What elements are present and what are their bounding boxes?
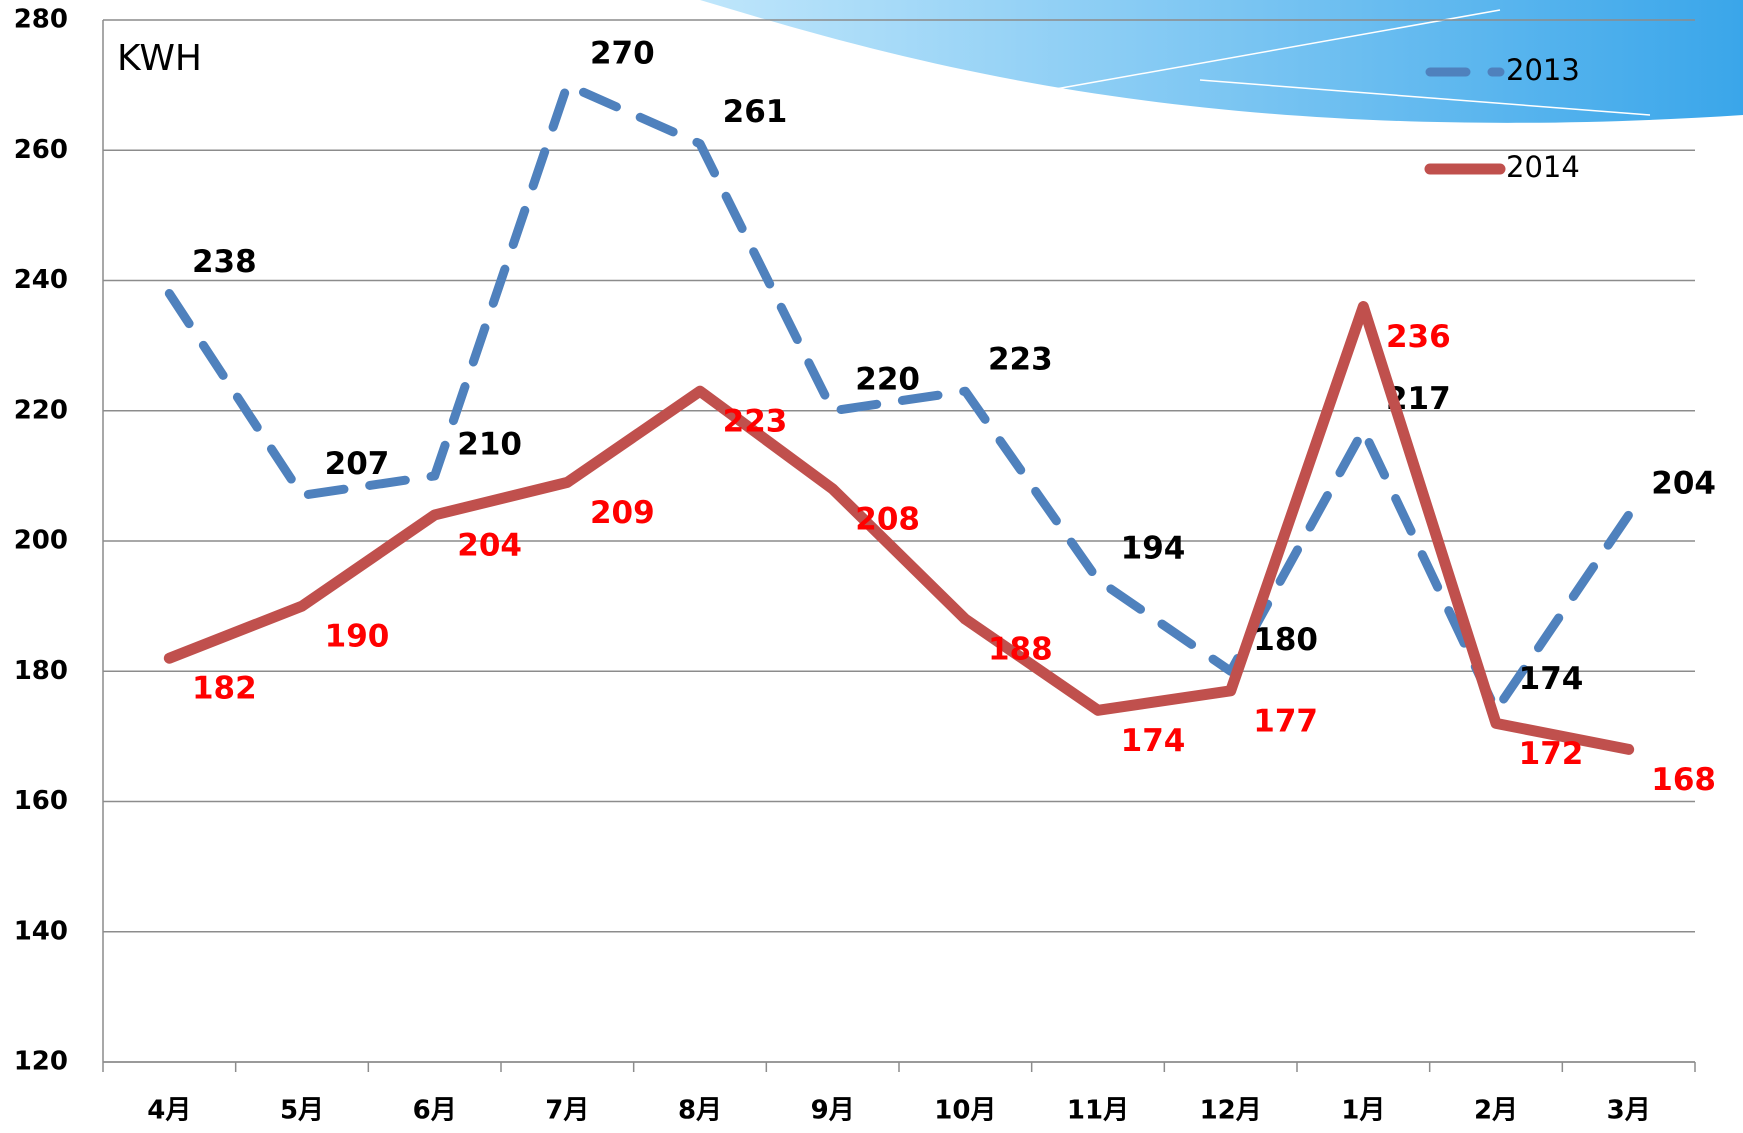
y-tick-label: 180: [14, 656, 68, 686]
y-tick-label: 280: [14, 5, 68, 35]
x-tick-label: 6月: [413, 1096, 457, 1126]
y-tick-label: 140: [14, 916, 68, 946]
y-tick-label: 260: [14, 135, 68, 165]
data-label: 209: [590, 495, 655, 531]
data-label: 208: [855, 501, 920, 537]
y-tick-label: 120: [14, 1047, 68, 1077]
unit-label: KWH: [117, 38, 202, 79]
data-label: 270: [590, 36, 655, 72]
legend-label: 2014: [1506, 150, 1580, 184]
data-label: 238: [192, 244, 257, 280]
data-label: 223: [723, 404, 788, 440]
x-tick-label: 2月: [1474, 1096, 1518, 1126]
x-tick-label: 12月: [1200, 1096, 1262, 1126]
y-tick-label: 240: [14, 265, 68, 295]
decor-wave: [700, 0, 1743, 123]
data-label: 180: [1253, 622, 1318, 658]
x-tick-label: 3月: [1607, 1096, 1651, 1126]
data-label: 188: [988, 632, 1053, 668]
data-label: 190: [325, 619, 390, 655]
data-label: 168: [1651, 762, 1716, 798]
data-label: 177: [1253, 703, 1318, 739]
data-label: 204: [457, 527, 522, 563]
data-label: 223: [988, 342, 1053, 378]
x-tick-label: 4月: [147, 1096, 191, 1126]
data-label: 174: [1121, 723, 1186, 759]
data-label: 236: [1386, 319, 1451, 355]
x-tick-label: 11月: [1067, 1096, 1129, 1126]
x-tick-label: 8月: [678, 1096, 722, 1126]
y-tick-label: 220: [14, 395, 68, 425]
data-label: 174: [1519, 661, 1584, 697]
data-label: 207: [325, 446, 390, 482]
x-tick-label: 9月: [811, 1096, 855, 1126]
x-tick-label: 7月: [545, 1096, 589, 1126]
data-label: 182: [192, 671, 257, 707]
data-label: 172: [1519, 736, 1584, 772]
x-tick-label: 5月: [280, 1096, 324, 1126]
legend-label: 2013: [1506, 53, 1580, 87]
data-label: 261: [723, 94, 788, 130]
y-tick-label: 160: [14, 786, 68, 816]
x-tick-label: 1月: [1341, 1096, 1385, 1126]
data-label: 210: [457, 426, 522, 462]
x-tick-label: 10月: [934, 1096, 996, 1126]
data-label: 220: [855, 361, 920, 397]
y-tick-label: 200: [14, 526, 68, 556]
data-label: 204: [1651, 465, 1716, 501]
chart: KWH 120 140 160 180 200 220 240 260 280 4月 5月 6月 7月 8…: [0, 0, 1743, 1133]
data-label: 194: [1121, 531, 1186, 567]
